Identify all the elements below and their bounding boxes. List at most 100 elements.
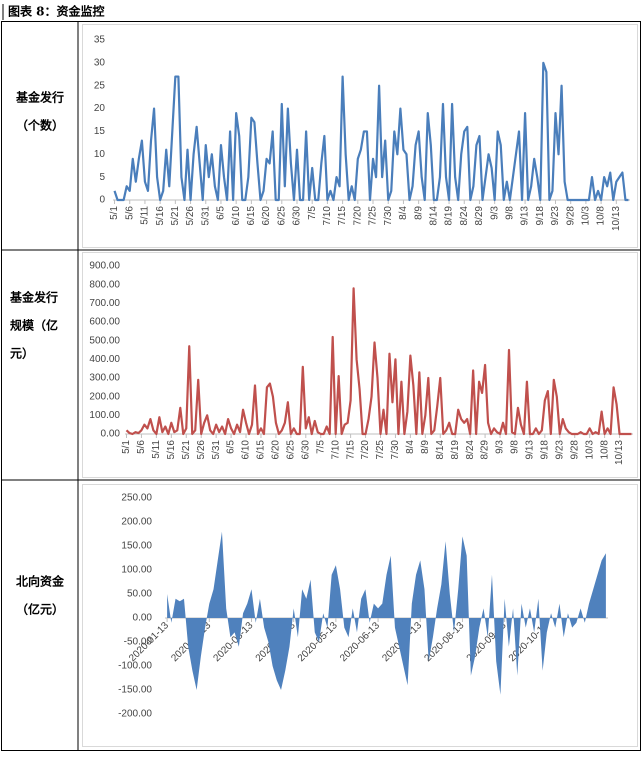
x-tick-label: 5/16	[155, 206, 166, 226]
x-tick-label: 6/15	[246, 206, 257, 226]
y-tick-label: 400.00	[89, 354, 120, 365]
x-tick-label: 6/20	[261, 206, 272, 226]
x-tick-label: 9/8	[510, 440, 521, 454]
y-tick-label: 30	[94, 57, 106, 68]
x-tick-label: 5/1	[121, 440, 132, 454]
y-tick-label: 300.00	[89, 373, 120, 384]
y-tick-label: -50.00	[124, 637, 153, 648]
x-tick-label: 10/3	[584, 440, 595, 460]
x-tick-label: 9/28	[569, 440, 580, 460]
x-tick-label: 7/30	[390, 440, 401, 460]
x-tick-label: 9/18	[539, 440, 550, 460]
x-tick-label: 7/5	[307, 206, 318, 220]
x-tick-label: 7/25	[368, 206, 379, 226]
x-tick-label: 10/8	[596, 206, 607, 226]
x-tick-label: 10/13	[611, 206, 622, 231]
y-tick-label: 0.00	[133, 613, 153, 624]
x-tick-label: 7/20	[352, 206, 363, 226]
x-tick-label: 5/11	[151, 440, 162, 459]
y-tick-label: -200.00	[118, 709, 152, 720]
x-tick-label: 10/8	[599, 440, 610, 460]
x-tick-label: 9/18	[535, 206, 546, 226]
y-tick-label: 250.00	[121, 493, 152, 504]
y-tick-label: 150.00	[121, 541, 152, 552]
y-tick-label: 200.00	[121, 517, 152, 528]
x-tick-label: 8/14	[428, 206, 439, 226]
x-tick-label: 6/15	[256, 440, 267, 460]
y-tick-label: 5	[99, 172, 105, 183]
x-tick-label: 6/25	[276, 206, 287, 226]
x-tick-label: 8/24	[465, 440, 476, 460]
y-tick-label: 900.00	[89, 261, 120, 272]
x-tick-label: 5/26	[196, 440, 207, 460]
x-tick-label: 7/25	[375, 440, 386, 460]
y-tick-label: 0.00	[101, 429, 121, 440]
x-tick-label: 5/6	[136, 440, 147, 454]
row-label: 基金发行	[15, 90, 64, 105]
x-tick-label: 9/13	[525, 440, 536, 460]
x-tick-label: 5/6	[124, 206, 135, 220]
x-tick-label: 8/19	[444, 206, 455, 226]
y-tick-label: 35	[94, 35, 106, 46]
y-tick-label: 25	[94, 80, 106, 91]
series-area	[167, 531, 606, 695]
y-tick-label: 50.00	[127, 589, 152, 600]
x-tick-label: 10/3	[581, 206, 592, 226]
chart-frame	[82, 484, 638, 747]
x-tick-label: 8/9	[413, 206, 424, 220]
row-label: （个数）	[16, 118, 64, 133]
x-tick-label: 9/23	[550, 206, 561, 226]
x-tick-label: 8/9	[420, 440, 431, 454]
row-label: （亿元）	[16, 602, 64, 617]
y-tick-label: 200.00	[89, 391, 120, 402]
x-tick-label: 6/25	[285, 440, 296, 460]
row-label: 元）	[10, 346, 34, 361]
x-tick-label: 5/1	[109, 206, 120, 220]
x-tick-label: 6/30	[292, 206, 303, 226]
y-tick-label: 10	[94, 149, 106, 160]
y-tick-label: 700.00	[89, 298, 120, 309]
x-tick-label: 5/31	[211, 440, 222, 460]
x-tick-label: 7/15	[345, 440, 356, 460]
x-tick-label: 9/23	[554, 440, 565, 460]
x-tick-label: 8/29	[474, 206, 485, 226]
x-tick-label: 8/19	[450, 440, 461, 460]
x-tick-label: 6/20	[271, 440, 282, 460]
x-tick-label: 5/31	[200, 206, 211, 226]
y-tick-label: 600.00	[89, 317, 120, 328]
x-tick-label: 7/15	[337, 206, 348, 226]
row-label: 基金发行	[9, 290, 58, 305]
table-border	[1, 21, 641, 751]
x-tick-label: 9/13	[520, 206, 531, 226]
x-tick-label: 5/26	[185, 206, 196, 226]
x-tick-label: 8/24	[459, 206, 470, 226]
x-tick-label: 10/13	[614, 440, 625, 465]
y-tick-label: 15	[94, 126, 106, 137]
x-tick-label: 9/3	[489, 206, 500, 220]
x-tick-label: 6/5	[216, 206, 227, 220]
x-tick-label: 6/10	[241, 440, 252, 460]
x-tick-label: 8/29	[480, 440, 491, 460]
x-tick-label: 8/4	[398, 206, 409, 220]
x-tick-label: 8/4	[405, 440, 416, 454]
x-tick-label: 9/28	[565, 206, 576, 226]
series-line	[113, 61, 629, 202]
x-tick-label: 9/8	[505, 206, 516, 220]
x-tick-label: 5/16	[166, 440, 177, 460]
y-tick-label: 0	[99, 195, 105, 206]
x-tick-label: 7/10	[330, 440, 341, 460]
y-tick-label: 20	[94, 103, 106, 114]
x-tick-label: 6/10	[231, 206, 242, 226]
x-tick-label: 7/30	[383, 206, 394, 226]
y-tick-label: -150.00	[118, 685, 152, 696]
row-label: 规模（亿	[10, 318, 58, 333]
x-tick-label: 8/14	[435, 440, 446, 460]
x-tick-label: 5/21	[170, 206, 181, 226]
chart-frame	[82, 252, 638, 478]
title: 图表 8：资金监控	[8, 4, 105, 19]
y-tick-label: 100.00	[121, 565, 152, 576]
x-tick-label: 7/10	[322, 206, 333, 226]
y-tick-label: 100.00	[89, 410, 120, 421]
x-tick-label: 5/11	[140, 206, 151, 225]
y-tick-label: 500.00	[89, 335, 120, 346]
